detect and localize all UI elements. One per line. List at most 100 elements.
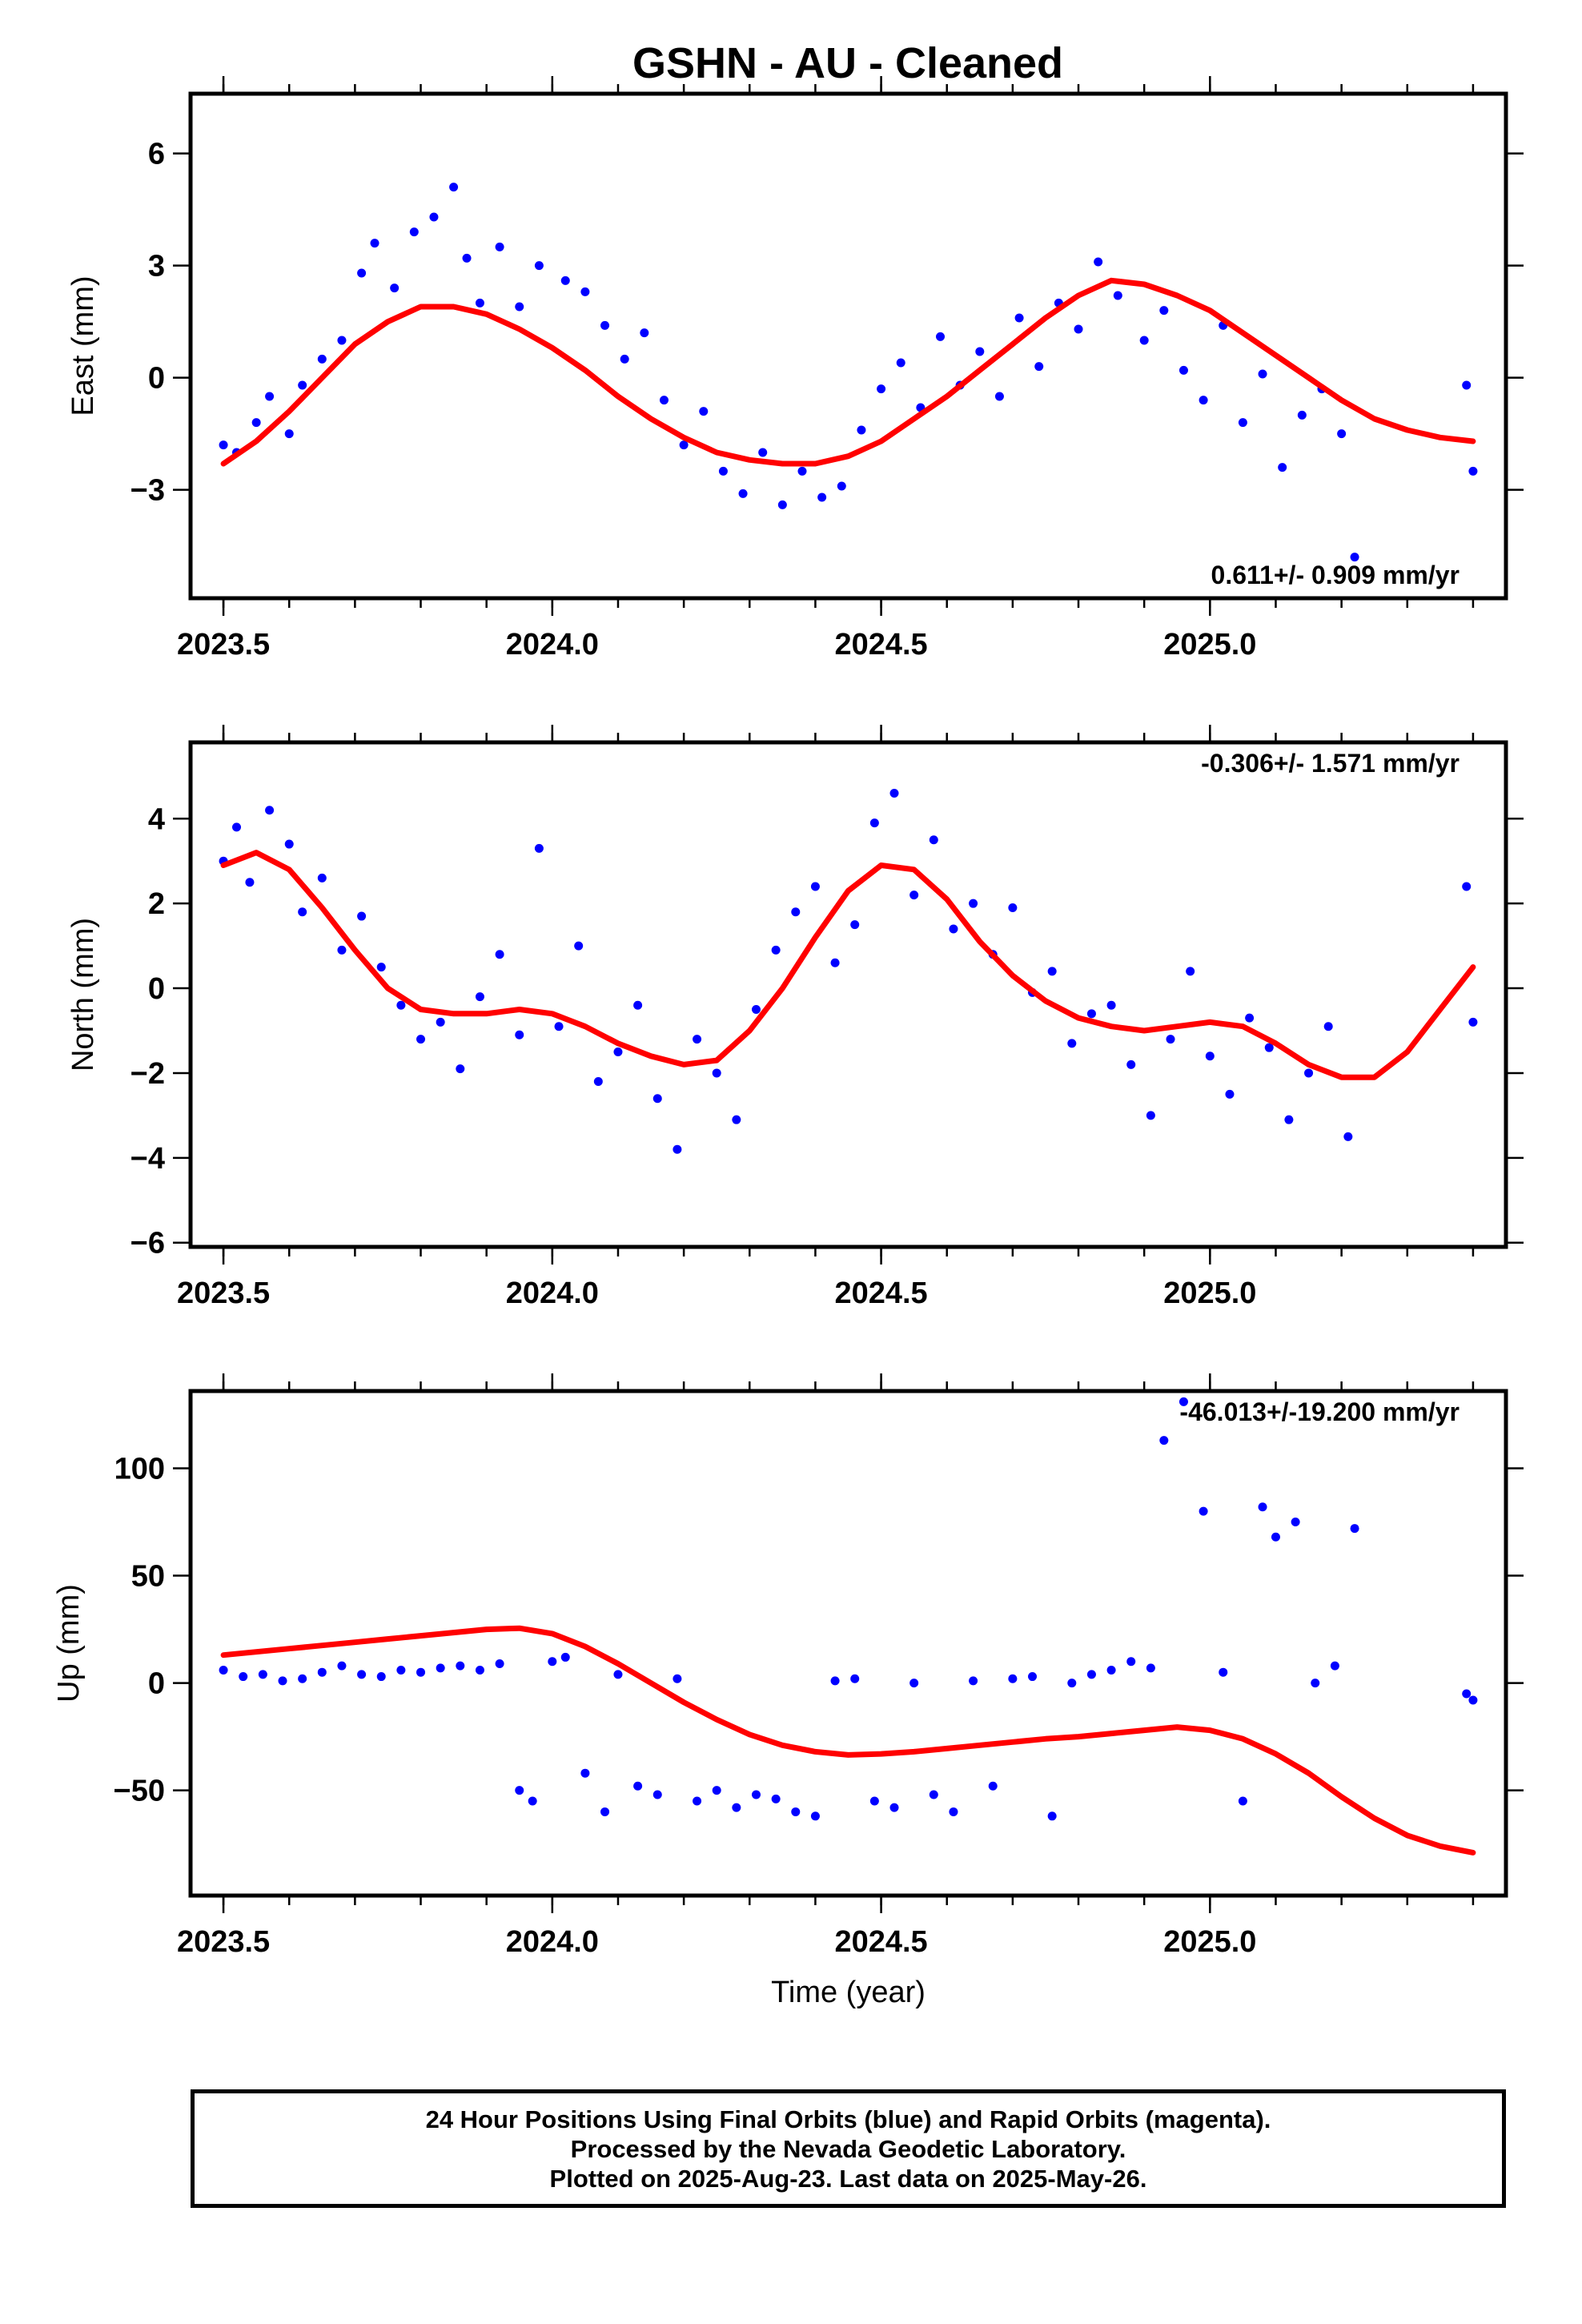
east-x-tick-label: 2024.0 [506,628,599,661]
chart-panels: 2023.5 2024.0 2024.5 2025.0 −3 0 3 6 East (mm) 0.… [52,76,1524,2009]
north-y-tick-label: −4 [130,1142,165,1176]
north-data-point [515,1030,524,1039]
up-data-point [298,1674,307,1683]
north-data-point [495,950,504,959]
up-fit-curve [220,1625,1476,1856]
east-data-point [679,440,689,450]
east-data-point [699,407,709,416]
north-data-point [1008,903,1018,912]
up-x-tick-label: 2025.0 [1163,1925,1256,1959]
north-x-tick-label: 2024.5 [834,1277,927,1310]
east-data-point [994,392,1004,401]
up-data-point [1219,1667,1228,1677]
east-data-point [560,275,570,285]
up-data-point [239,1672,248,1682]
east-data-point [659,396,669,405]
up-data-point [495,1659,504,1668]
up-data-point [969,1676,978,1686]
footer-note-box: 24 Hour Positions Using Final Orbits (bl… [191,2089,1506,2208]
up-data-point [1047,1811,1057,1821]
east-data-point [580,287,590,296]
east-data-point [620,354,629,364]
up-frame [188,1389,1508,1898]
up-data-point [278,1676,287,1686]
north-rate-label: -0.306+/- 1.571 mm/yr [1201,749,1460,778]
east-data-point [1074,324,1083,334]
up-data-point [1258,1502,1267,1512]
north-data-point [613,1047,623,1056]
up-data-point [791,1807,801,1816]
north-data-point [1126,1059,1136,1069]
north-data-point [850,920,860,930]
up-data-point [1271,1532,1280,1542]
north-data-point [869,818,879,828]
north-plot-area [219,789,1478,1154]
north-data-point [969,899,978,908]
north-data-point [396,1000,406,1010]
north-data-point [1323,1022,1333,1031]
east-data-point [429,212,439,222]
east-data-point [284,429,294,439]
north-data-point [298,907,307,917]
footer-line-3: Plotted on 2025-Aug-23. Last data on 202… [549,2164,1147,2193]
up-rate-label: -46.013+/-19.200 mm/yr [1179,1397,1460,1426]
north-data-point [771,945,781,955]
north-data-point [732,1115,741,1124]
north-data-point [337,945,347,955]
east-data-point [219,440,228,450]
up-data-point [337,1661,347,1671]
east-data-point [600,320,610,330]
north-data-point [712,1068,721,1078]
up-data-point [889,1803,899,1812]
up-data-point [1468,1695,1478,1705]
up-data-point [909,1679,919,1688]
up-data-point [1159,1436,1169,1445]
east-data-point [975,347,985,356]
north-y-tick-label: 4 [148,802,165,836]
up-y-tick-label: −50 [114,1775,165,1808]
east-data-point [1238,418,1247,428]
up-data-point [673,1674,682,1683]
up-data-point [580,1768,590,1778]
chart-title: GSHN - AU - Cleaned [632,39,1063,87]
up-data-point [528,1796,537,1806]
north-data-point [1086,1009,1096,1019]
north-data-point [265,806,275,815]
east-fit-curve [220,277,1476,467]
up-data-point [416,1667,426,1677]
east-data-point [1462,380,1472,390]
east-data-point [797,466,807,476]
north-data-point [554,1022,564,1031]
north-data-point [1462,882,1472,891]
east-data-point [534,261,544,271]
north-data-point [1166,1035,1175,1044]
north-y-tick-label: −2 [130,1057,165,1091]
up-data-point [1178,1397,1188,1406]
east-data-point [1258,369,1267,379]
up-data-point [1086,1670,1096,1679]
east-data-point [857,425,866,435]
east-data-point [1350,553,1359,562]
east-data-point [877,384,886,394]
north-data-point [889,789,899,798]
north-data-point [810,882,820,891]
east-x-tick-label: 2023.5 [177,628,270,661]
north-data-point [1047,967,1057,976]
east-data-point [1159,306,1169,316]
east-data-point [817,493,827,502]
up-plot-area [219,1397,1478,1856]
up-x-tick-label: 2023.5 [177,1925,270,1959]
east-x-tick-label: 2025.0 [1163,628,1256,661]
up-data-point [396,1666,406,1675]
up-x-axis-label: Time (year) [771,1976,926,2009]
up-data-point [515,1786,524,1795]
north-data-point [1343,1132,1353,1141]
up-data-point [988,1781,998,1791]
north-data-point [791,907,801,917]
north-x-tick-label: 2025.0 [1163,1277,1256,1310]
east-data-point [298,380,307,390]
north-frame [188,740,1508,1249]
up-data-point [219,1666,228,1675]
north-y-axis-label: North (mm) [66,918,100,1072]
up-data-point [1067,1679,1077,1688]
